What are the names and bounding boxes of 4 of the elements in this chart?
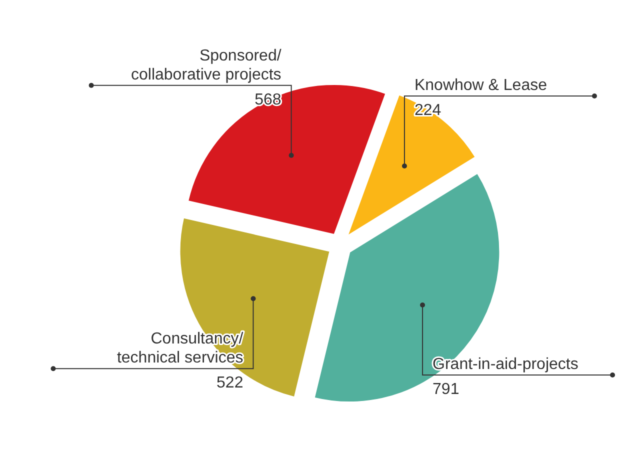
slice-label: Sponsored/ collaborative projects	[131, 47, 282, 84]
data-label: 791	[432, 380, 460, 398]
data-label: 522	[216, 374, 244, 392]
slice-label: Knowhow & Lease	[414, 76, 548, 94]
